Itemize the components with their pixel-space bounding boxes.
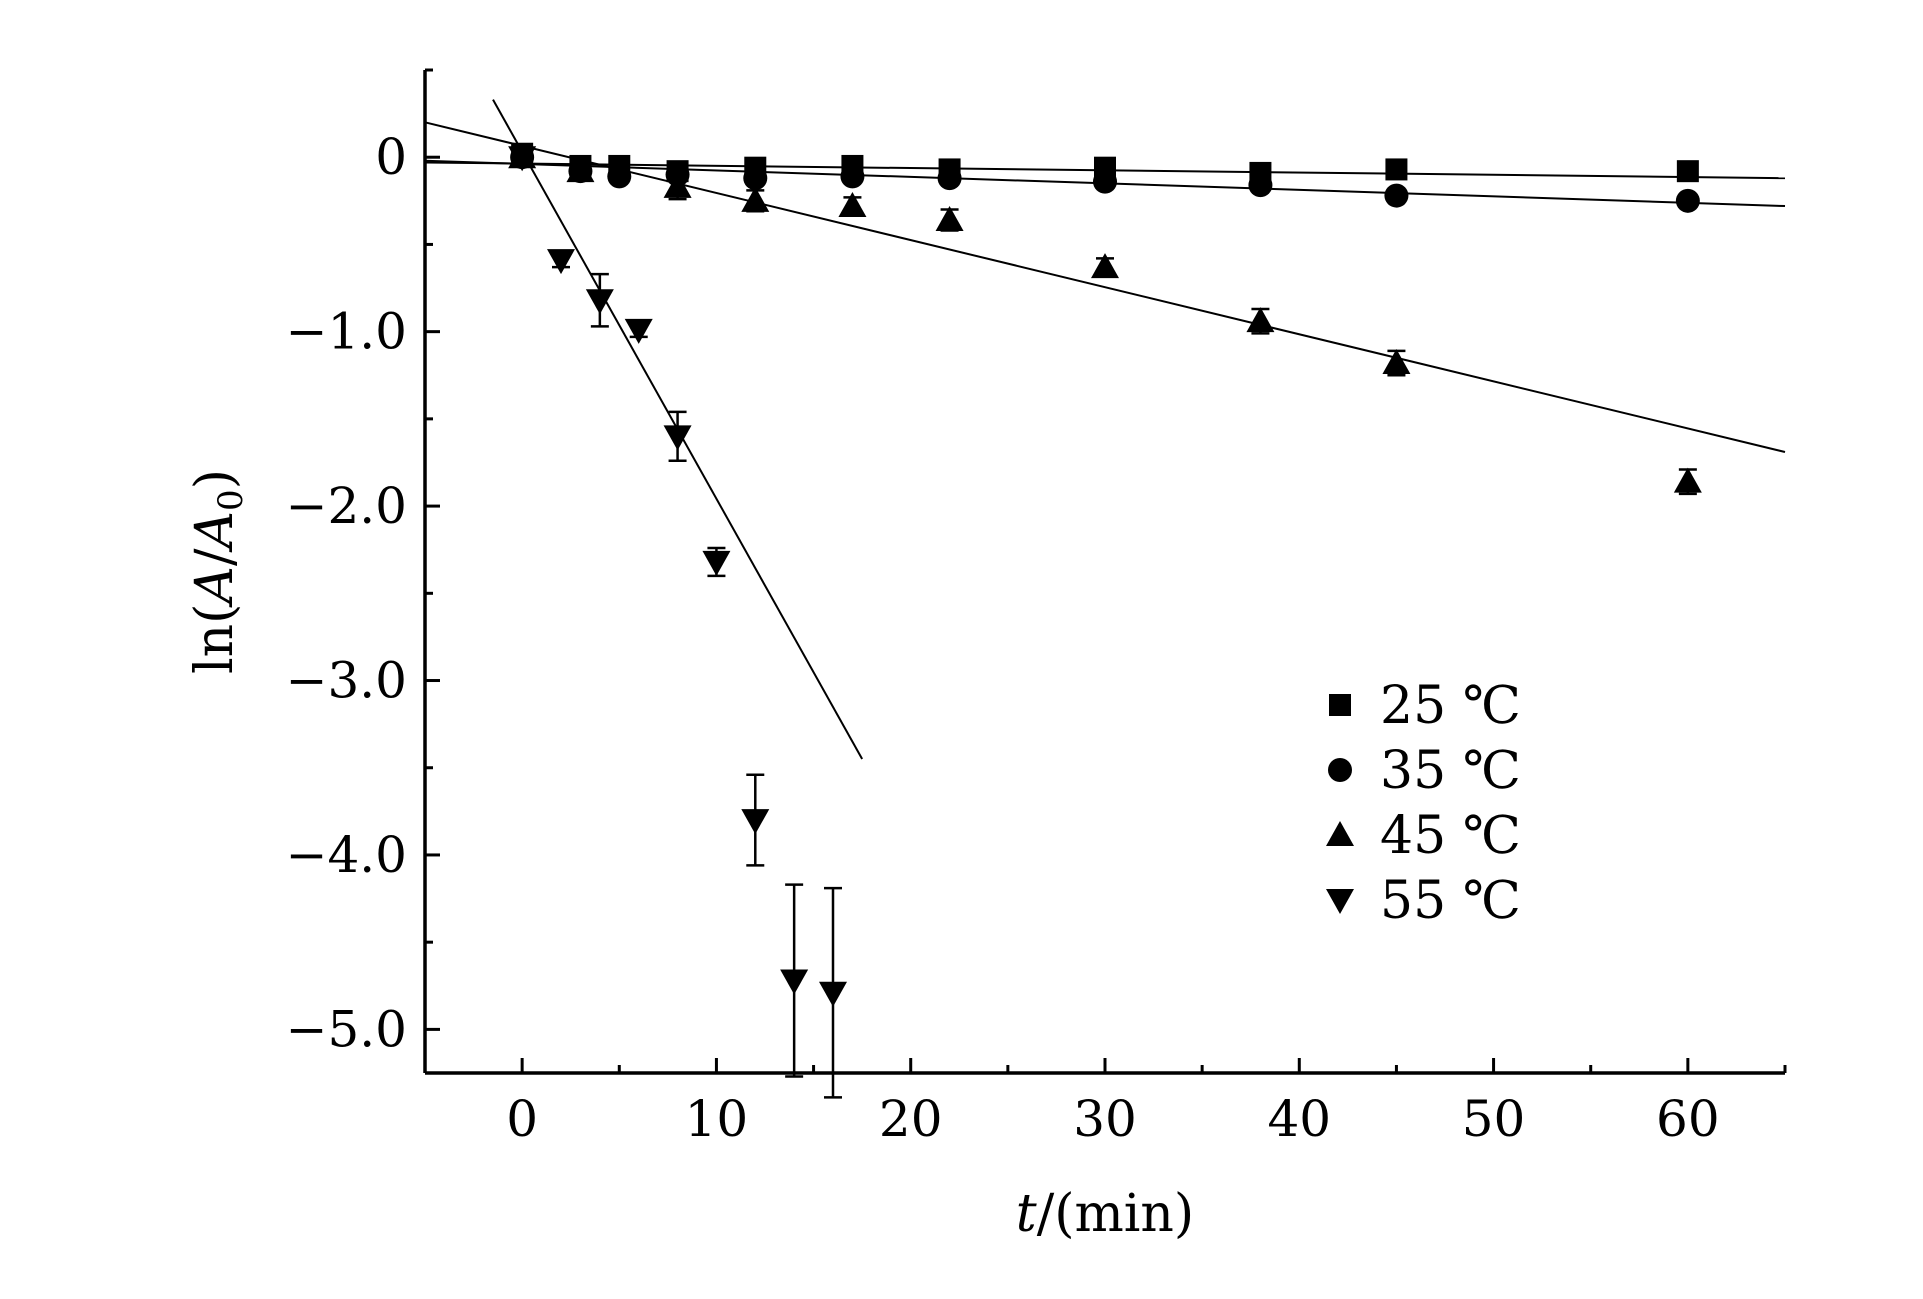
legend-marker (1329, 694, 1351, 716)
legend-label: 45 ℃ (1380, 806, 1521, 866)
data-point-series-3 (1673, 467, 1702, 493)
data-point-series-4 (702, 550, 731, 576)
data-point-series-2 (840, 164, 865, 189)
x-axis-label: t/(min) (1016, 1184, 1194, 1244)
x-tick-label: 40 (1267, 1090, 1331, 1148)
data-point-series-4 (547, 249, 575, 275)
data-point-series-2 (743, 166, 768, 191)
data-point-series-2 (1248, 173, 1273, 198)
y-axis-label-numerator: A (185, 566, 245, 608)
x-tick-label: 0 (506, 1090, 538, 1148)
y-axis-label: ln(A/A0) (185, 469, 251, 674)
legend-label: 55 ℃ (1380, 871, 1521, 931)
fit-line-series-3 (424, 121, 1786, 453)
data-point-series-4 (624, 318, 653, 344)
y-axis-label-slash: / (185, 548, 245, 566)
x-tick-label: 10 (685, 1090, 749, 1148)
y-axis-label-denominator: A (185, 511, 245, 553)
legend-marker (1326, 889, 1354, 914)
data-point-series-3 (566, 157, 595, 183)
y-axis-label-subscript: 0 (211, 489, 251, 511)
data-point-series-2 (1675, 188, 1700, 213)
data-point-series-4 (780, 969, 809, 995)
legend-marker (1326, 821, 1354, 846)
y-tick-label: −4.0 (286, 826, 407, 884)
data-point-series-3 (663, 172, 692, 198)
y-tick-label: −2.0 (286, 477, 407, 535)
data-point-series-4 (508, 146, 537, 172)
data-point-series-1 (1676, 160, 1699, 183)
data-point-series-3 (935, 206, 964, 232)
data-point-series-2 (1093, 169, 1117, 194)
y-axis-label-suffix: ) (185, 469, 245, 489)
data-point-series-2 (937, 166, 962, 191)
legend-label: 35 ℃ (1380, 741, 1521, 801)
x-tick-label: 50 (1462, 1090, 1526, 1148)
data-point-series-4 (819, 981, 847, 1007)
data-point-series-3 (1382, 349, 1411, 375)
x-tick-label: 30 (1073, 1090, 1137, 1148)
data-point-series-4 (585, 289, 614, 315)
data-points (508, 142, 1702, 1099)
data-point-series-2 (607, 164, 632, 189)
axes: 0 10 20 30 40 50 60 0 −1.0 −2.0 −3.0 −4.0 −5.0 (286, 68, 1787, 1148)
data-point-series-2 (1384, 183, 1409, 208)
data-point-series-3 (1091, 253, 1119, 279)
y-tick-label: −5.0 (286, 1000, 407, 1058)
y-tick-label: −3.0 (286, 652, 407, 710)
data-point-series-3 (1246, 307, 1275, 333)
y-tick-label: 0 (375, 128, 407, 186)
y-axis-label-prefix: ln( (185, 604, 245, 674)
data-point-series-4 (741, 809, 770, 835)
y-ticks: 0 −1.0 −2.0 −3.0 −4.0 −5.0 (286, 68, 440, 1058)
x-axis-label-unit: /(min) (1037, 1184, 1195, 1244)
x-tick-label: 20 (879, 1090, 943, 1148)
data-point-series-3 (838, 192, 867, 218)
legend-label: 25 ℃ (1380, 676, 1521, 736)
x-ticks: 0 10 20 30 40 50 60 (423, 1058, 1787, 1148)
legend-marker (1328, 758, 1352, 782)
x-axis-label-variable: t (1016, 1184, 1037, 1244)
fit-lines (424, 99, 1786, 760)
y-tick-label: −1.0 (286, 303, 407, 361)
data-point-series-3 (741, 186, 770, 212)
data-point-series-1 (1385, 158, 1408, 181)
legend: 25 ℃35 ℃45 ℃55 ℃ (1326, 676, 1521, 931)
data-point-series-4 (663, 425, 692, 451)
x-tick-label: 60 (1656, 1090, 1720, 1148)
